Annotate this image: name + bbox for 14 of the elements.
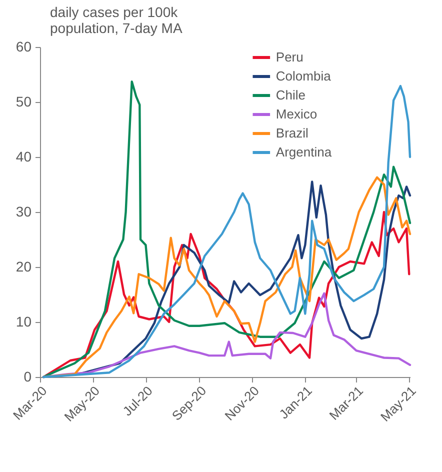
y-tick-label: 50 bbox=[16, 94, 32, 110]
legend-label: Colombia bbox=[276, 68, 332, 84]
y-tick-label: 40 bbox=[16, 148, 32, 164]
legend-label: Argentina bbox=[276, 144, 332, 160]
legend-label: Brazil bbox=[276, 126, 309, 140]
legend-label: Peru bbox=[276, 50, 304, 64]
y-tick-label: 10 bbox=[16, 314, 32, 330]
y-tick-label: 0 bbox=[24, 368, 32, 384]
y-tick-label: 30 bbox=[16, 204, 32, 220]
chart-title: daily cases per 100k population, 7-day MA bbox=[50, 4, 183, 36]
y-tick-label: 20 bbox=[16, 258, 32, 274]
legend-label: Mexico bbox=[276, 106, 318, 122]
legend-label: Chile bbox=[276, 88, 306, 102]
y-tick-label: 60 bbox=[16, 38, 32, 54]
